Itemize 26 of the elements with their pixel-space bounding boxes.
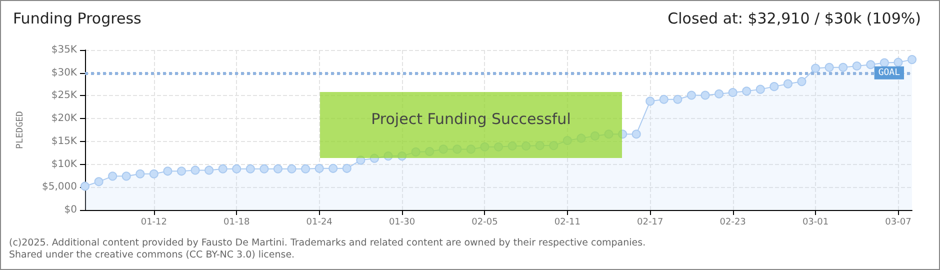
x-tick-label: 01-12 [140,218,167,228]
x-tick-label: 01-24 [306,218,333,228]
x-tick-label: 02-23 [720,218,746,228]
y-tick-label: $5,000 [42,182,77,193]
x-tick-label: 01-18 [224,218,250,228]
x-tick-label: 02-17 [637,218,664,228]
chart-subtitle: Closed at: $32,910 / $30k (109%) [668,10,922,28]
y-tick-label: $10K [51,158,78,170]
success-banner: Project Funding Successful [320,92,622,158]
x-tick-label: 02-11 [554,218,580,228]
y-tick-label: $30K [51,67,78,78]
x-tick-label: 03-01 [802,218,829,228]
text: (c)2025. Additional content provided by Fausto De Martini. Trademarks and related content are owned by their respective companies. [9,238,646,248]
x-tick-label: 02-05 [472,218,498,228]
chart-title: Funding Progress [13,10,142,28]
text: Shared under the creative commons (CC BY-NC 3.0) license. [9,250,295,260]
y-tick-label: $20K [51,113,78,124]
y-tick-label: $35K [51,44,78,56]
y-tick-label: $25K [51,90,78,102]
ref-line-label: GOAL [878,68,900,78]
y-axis-title: PLEDGED [16,111,26,149]
x-tick-label: 01-30 [388,218,416,228]
y-tick-label: $0 [64,204,77,216]
annotation: Project Funding Successful [371,110,571,128]
x-tick-label: 03-07 [885,218,912,228]
y-tick-label: $15K [51,136,78,147]
